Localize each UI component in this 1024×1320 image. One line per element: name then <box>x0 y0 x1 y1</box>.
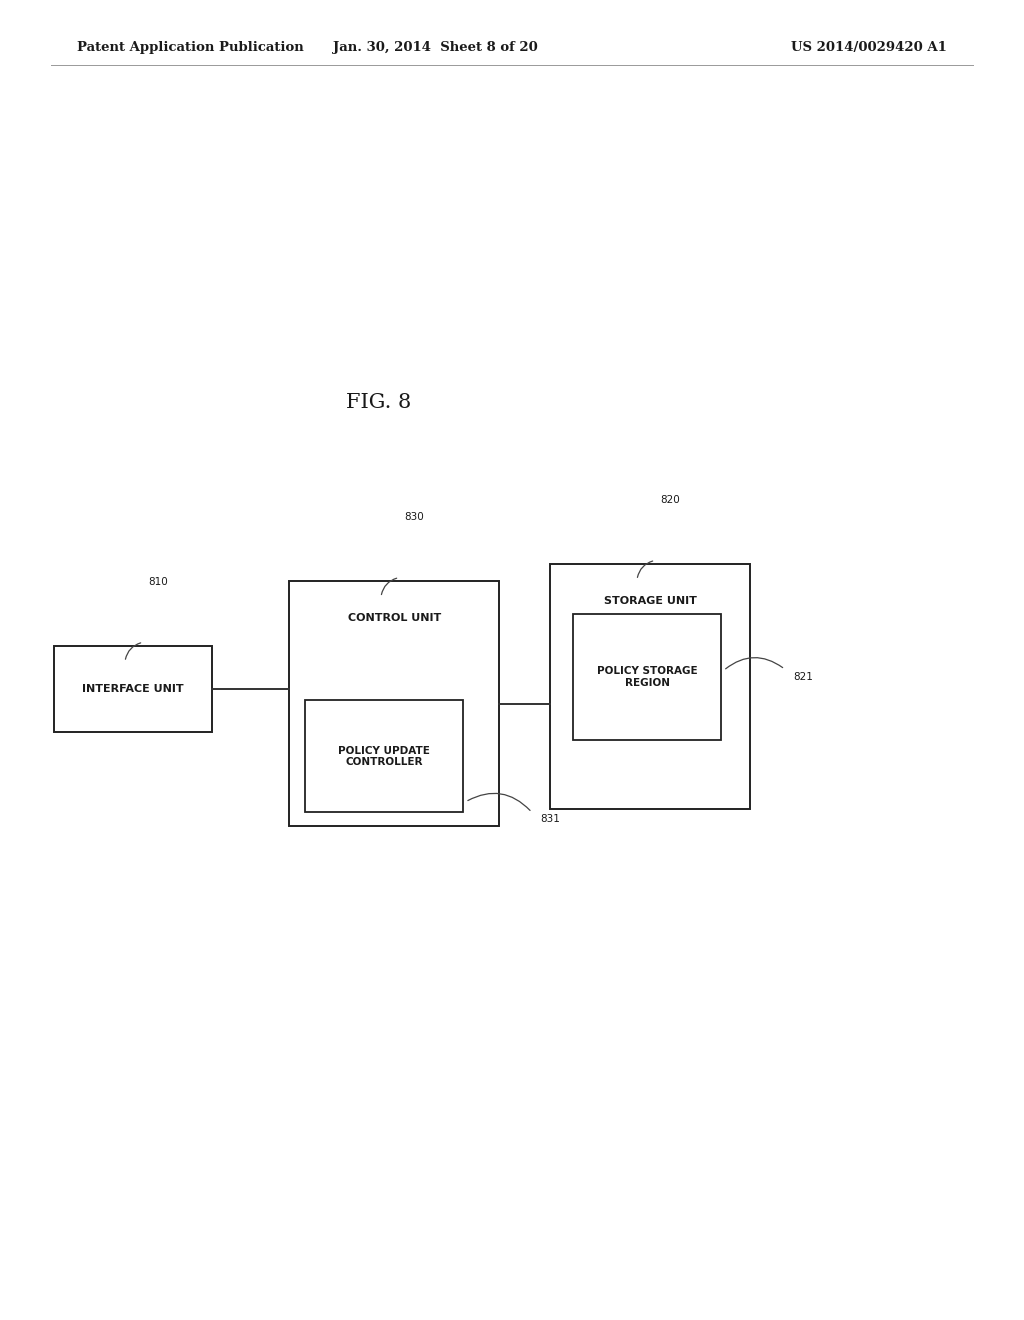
Bar <box>305 700 463 812</box>
Text: POLICY UPDATE
CONTROLLER: POLICY UPDATE CONTROLLER <box>338 746 430 767</box>
Text: 830: 830 <box>404 512 424 521</box>
Text: Jan. 30, 2014  Sheet 8 of 20: Jan. 30, 2014 Sheet 8 of 20 <box>333 41 538 54</box>
Text: 820: 820 <box>660 495 680 504</box>
Bar <box>54 645 213 731</box>
Bar <box>573 615 721 739</box>
Text: INTERFACE UNIT: INTERFACE UNIT <box>82 684 184 694</box>
Text: 821: 821 <box>794 672 813 682</box>
Text: 831: 831 <box>541 814 560 824</box>
Text: FIG. 8: FIG. 8 <box>346 393 412 412</box>
Text: Patent Application Publication: Patent Application Publication <box>77 41 303 54</box>
Text: CONTROL UNIT: CONTROL UNIT <box>347 612 441 623</box>
Text: STORAGE UNIT: STORAGE UNIT <box>604 595 696 606</box>
Bar <box>290 581 500 826</box>
Text: US 2014/0029420 A1: US 2014/0029420 A1 <box>792 41 947 54</box>
Text: POLICY STORAGE
REGION: POLICY STORAGE REGION <box>597 667 697 688</box>
Text: 810: 810 <box>148 577 168 586</box>
Bar <box>551 565 750 808</box>
